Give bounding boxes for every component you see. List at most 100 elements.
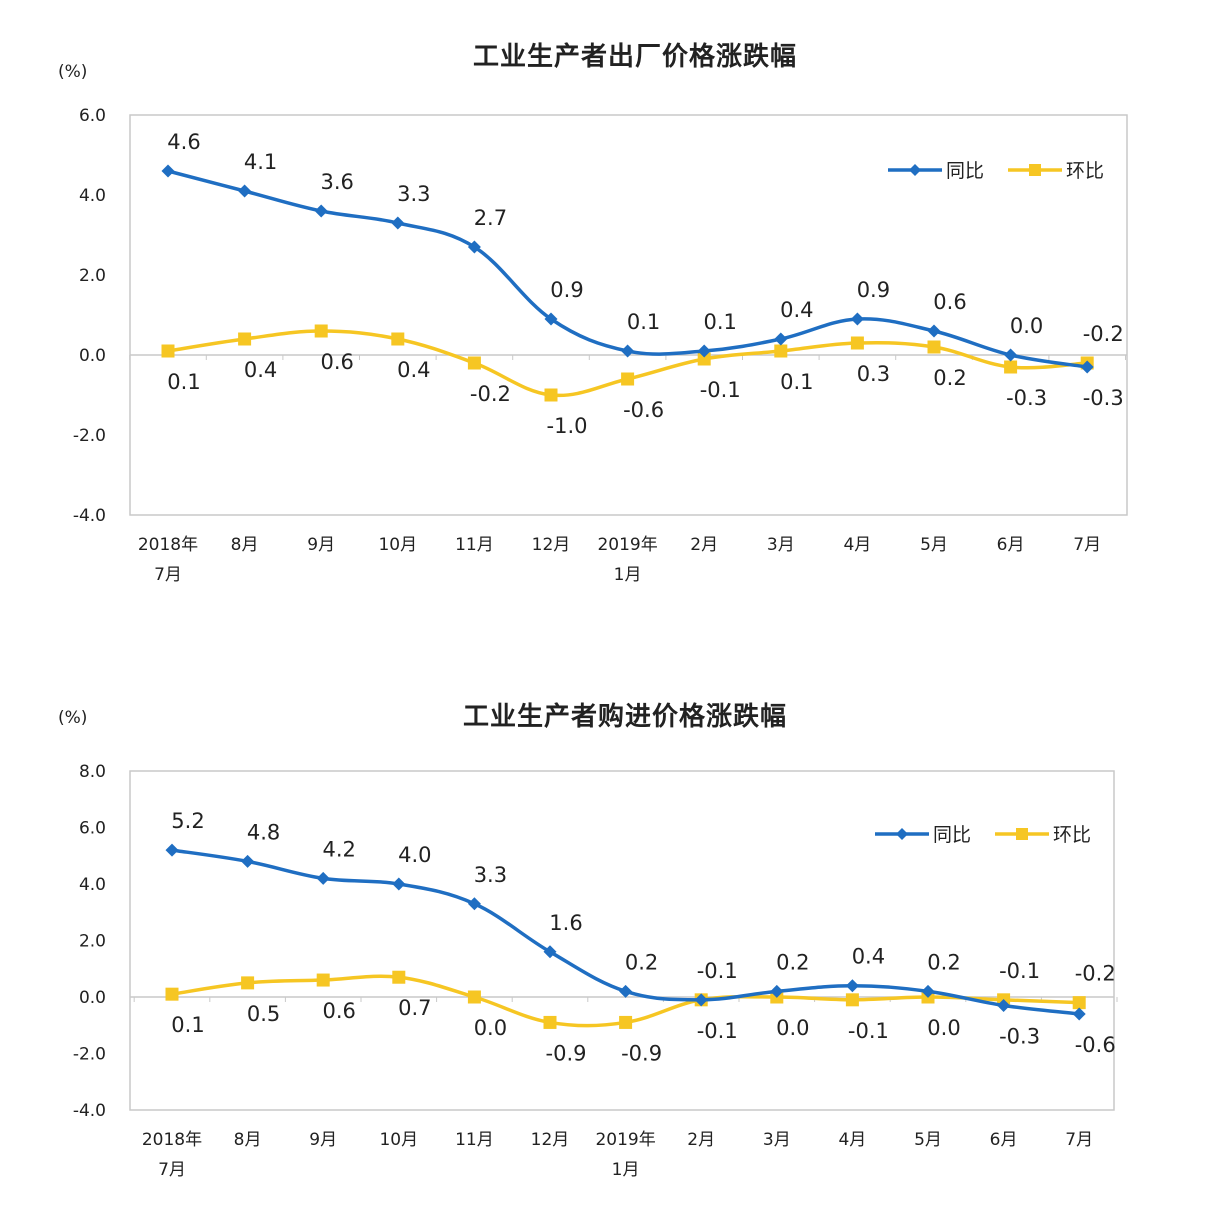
data-label-mom: -0.1 bbox=[848, 1019, 889, 1043]
data-label-mom: 0.0 bbox=[927, 1016, 960, 1040]
data-label-yoy: 4.1 bbox=[244, 150, 277, 174]
data-point-yoy bbox=[161, 164, 175, 178]
plot-frame bbox=[129, 114, 1128, 516]
data-point-mom bbox=[165, 987, 179, 1001]
data-label-yoy: 5.2 bbox=[171, 809, 204, 833]
y-tick-label: 0.0 bbox=[79, 346, 106, 366]
data-label-mom: 0.2 bbox=[933, 366, 966, 390]
data-point-mom bbox=[544, 388, 558, 402]
data-point-mom bbox=[1004, 360, 1018, 374]
data-label-yoy: 0.1 bbox=[703, 310, 736, 334]
data-label-mom: -0.2 bbox=[1083, 322, 1124, 346]
data-label-mom: 0.1 bbox=[167, 370, 200, 394]
data-point-mom bbox=[927, 340, 941, 354]
legend-label: 同比 bbox=[946, 160, 984, 182]
data-point-yoy bbox=[391, 216, 405, 230]
x-tick-label: 11月 bbox=[455, 1130, 494, 1150]
data-label-mom: -0.6 bbox=[623, 398, 664, 422]
data-point-yoy bbox=[316, 871, 330, 885]
x-tick-label: 8月 bbox=[234, 1130, 262, 1150]
data-label-mom: -0.9 bbox=[621, 1041, 662, 1065]
data-label-yoy: 3.3 bbox=[474, 863, 507, 887]
data-point-mom bbox=[619, 1015, 633, 1029]
y-tick-label: 6.0 bbox=[79, 106, 106, 126]
data-label-mom: 0.6 bbox=[320, 350, 353, 374]
data-point-mom bbox=[241, 976, 255, 990]
data-point-yoy bbox=[467, 897, 481, 911]
x-tick-label: 4月 bbox=[838, 1130, 866, 1150]
x-tick-label: 10月 bbox=[378, 535, 417, 555]
data-point-yoy bbox=[927, 324, 941, 338]
data-point-yoy bbox=[1072, 1007, 1086, 1021]
x-tick-label: 2019年 1月 bbox=[597, 535, 657, 585]
x-tick-label: 2月 bbox=[687, 1130, 715, 1150]
plot-frame bbox=[129, 770, 1115, 1111]
data-label-mom: 0.1 bbox=[780, 370, 813, 394]
data-point-yoy bbox=[241, 854, 255, 868]
data-label-yoy: 0.1 bbox=[627, 310, 660, 334]
x-tick-label: 7月 bbox=[1073, 535, 1101, 555]
chart-ppi-output: 工业生产者出厂价格涨跌幅 (%) 6.0 4.0 2.0 0.0 -2.0 -4.0 201… bbox=[0, 0, 1210, 610]
data-point-yoy bbox=[997, 998, 1011, 1012]
y-tick-label: 4.0 bbox=[79, 875, 106, 895]
data-point-mom bbox=[392, 970, 406, 984]
x-tick-label: 2月 bbox=[690, 535, 718, 555]
y-tick-label: -4.0 bbox=[73, 506, 106, 526]
data-label-yoy: 4.0 bbox=[398, 843, 431, 867]
data-point-mom bbox=[467, 990, 481, 1004]
data-point-yoy bbox=[921, 984, 935, 998]
legend-label: 环比 bbox=[1053, 824, 1091, 846]
data-label-yoy: 0.6 bbox=[933, 290, 966, 314]
data-point-yoy bbox=[544, 312, 558, 326]
y-tick-label: 4.0 bbox=[79, 186, 106, 206]
data-label-mom: -0.2 bbox=[1075, 962, 1116, 986]
data-label-mom: 0.7 bbox=[398, 996, 431, 1020]
data-point-mom bbox=[1072, 996, 1086, 1010]
data-point-mom bbox=[391, 332, 405, 346]
data-label-yoy: 0.2 bbox=[927, 950, 960, 974]
data-label-yoy: 0.4 bbox=[780, 298, 813, 322]
chart-ppi-input: 工业生产者购进价格涨跌幅 (%) 8.0 6.0 4.0 2.0 0.0 -2.0 -4.0… bbox=[0, 650, 1210, 1220]
data-label-yoy: 0.2 bbox=[776, 950, 809, 974]
data-label-mom: 0.1 bbox=[171, 1013, 204, 1037]
y-tick-label: 8.0 bbox=[79, 762, 106, 782]
data-label-yoy: -0.6 bbox=[1075, 1033, 1116, 1057]
x-tick-label: 6月 bbox=[990, 1130, 1018, 1150]
data-label-mom: 0.3 bbox=[857, 362, 890, 386]
x-tick-label: 4月 bbox=[843, 535, 871, 555]
data-label-yoy: 3.6 bbox=[320, 170, 353, 194]
x-tick-label: 3月 bbox=[763, 1130, 791, 1150]
legend-marker bbox=[896, 828, 908, 840]
y-tick-label: 2.0 bbox=[79, 932, 106, 952]
data-label-mom: 0.4 bbox=[244, 358, 277, 382]
x-tick-label: 9月 bbox=[309, 1130, 337, 1150]
y-unit-label: (%) bbox=[58, 708, 88, 728]
data-label-yoy: -0.3 bbox=[999, 1024, 1040, 1048]
data-label-mom: 0.5 bbox=[247, 1002, 280, 1026]
data-label-yoy: 0.4 bbox=[852, 945, 885, 969]
data-point-yoy bbox=[845, 979, 859, 993]
data-point-mom bbox=[314, 324, 328, 338]
legend-label: 同比 bbox=[933, 824, 971, 846]
x-tick-label: 2019年 1月 bbox=[595, 1130, 655, 1180]
x-tick-label: 8月 bbox=[231, 535, 259, 555]
data-point-yoy bbox=[770, 984, 784, 998]
x-tick-label: 5月 bbox=[920, 535, 948, 555]
data-label-yoy: 0.2 bbox=[625, 950, 658, 974]
y-tick-label: -4.0 bbox=[73, 1101, 106, 1121]
data-label-mom: -0.9 bbox=[546, 1041, 587, 1065]
x-tick-label: 2018年 7月 bbox=[142, 1130, 202, 1180]
x-tick-label: 2018年 7月 bbox=[138, 535, 198, 585]
data-point-mom bbox=[697, 352, 711, 366]
data-point-yoy bbox=[1004, 348, 1018, 362]
data-label-yoy: -0.3 bbox=[1083, 386, 1124, 410]
x-tick-label: 12月 bbox=[532, 535, 571, 555]
data-point-mom bbox=[161, 344, 175, 358]
data-point-yoy bbox=[238, 184, 252, 198]
x-tick-label: 11月 bbox=[455, 535, 494, 555]
data-label-yoy: 3.3 bbox=[397, 182, 430, 206]
data-point-mom bbox=[238, 332, 252, 346]
x-tick-label: 7月 bbox=[1065, 1130, 1093, 1150]
data-point-yoy bbox=[694, 993, 708, 1007]
legend-label: 环比 bbox=[1066, 160, 1104, 182]
